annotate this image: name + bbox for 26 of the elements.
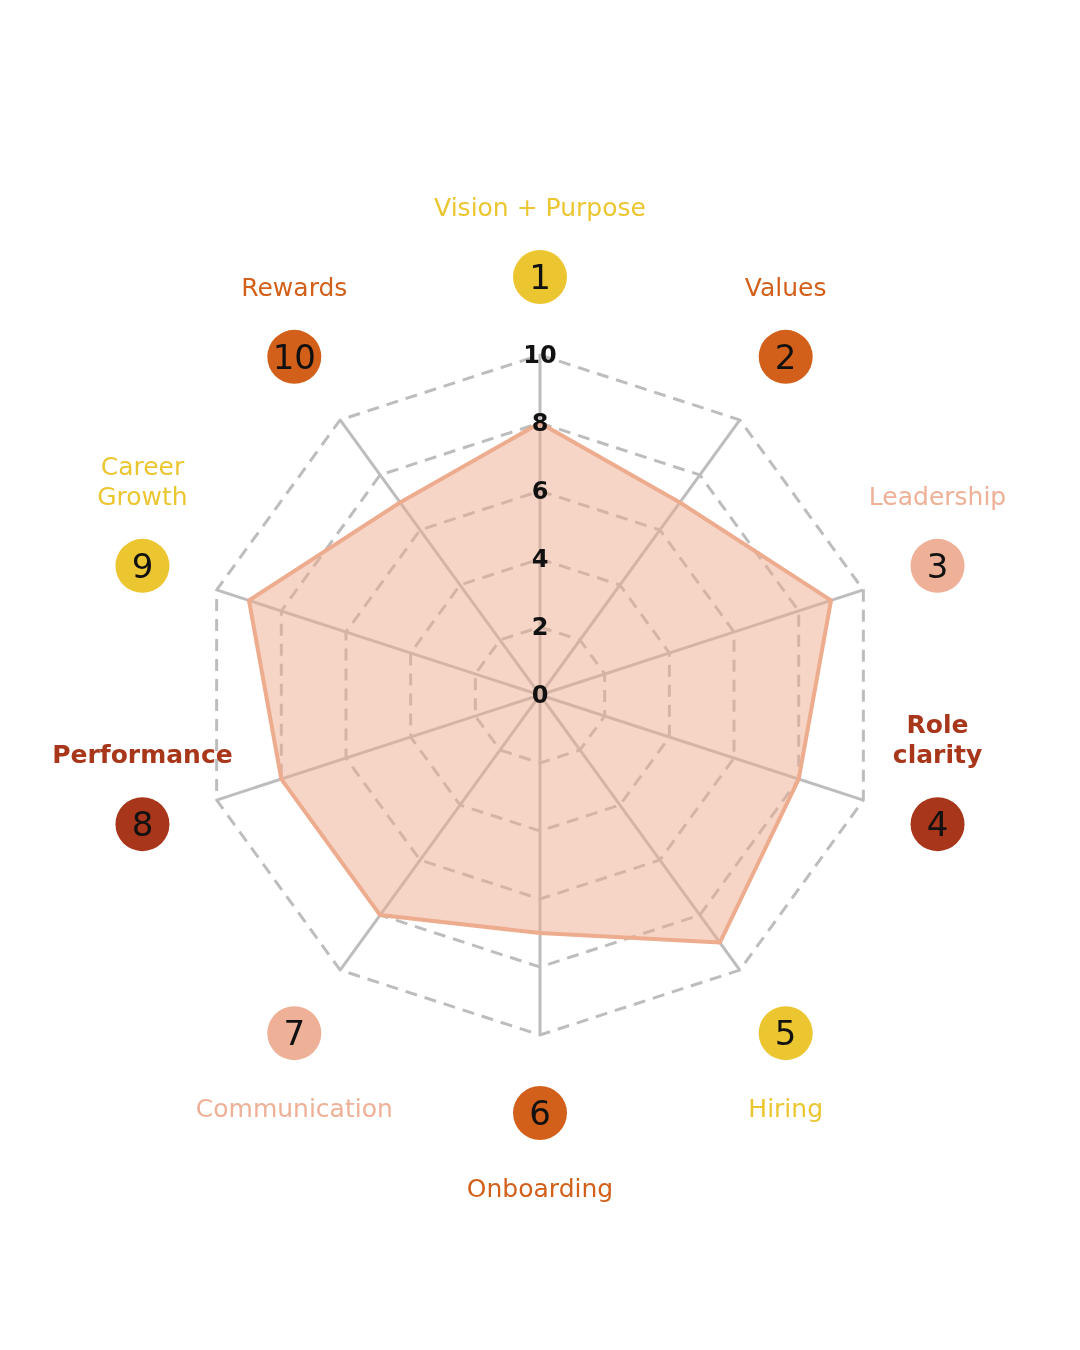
- number-badge: 2: [758, 329, 813, 384]
- number-badge: 5: [758, 1006, 813, 1061]
- spoke-label: Role clarity: [892, 709, 983, 769]
- spoke-label: Performance: [52, 739, 233, 769]
- number-badge: 6: [513, 1086, 567, 1140]
- spoke-label: Career Growth: [97, 451, 188, 511]
- spoke-label: Leadership: [868, 481, 1007, 511]
- spoke-label: Vision + Purpose: [434, 192, 646, 222]
- number-badge: 3: [910, 538, 965, 593]
- number-badge: 10: [267, 329, 322, 384]
- spoke-label: Communication: [195, 1093, 393, 1123]
- spoke-label: Hiring: [748, 1093, 824, 1123]
- y-tick-label: 8: [531, 409, 549, 437]
- y-tick-label: 6: [531, 477, 549, 505]
- number-badge: 7: [267, 1006, 322, 1061]
- spoke-label: Values: [744, 272, 827, 302]
- number-badge: 9: [115, 538, 170, 593]
- spoke-label: Rewards: [241, 272, 348, 302]
- number-badge: 8: [115, 797, 170, 852]
- y-tick-label: 2: [531, 613, 549, 641]
- number-badge: 1: [513, 250, 567, 304]
- number-badge: 4: [910, 797, 965, 852]
- spoke-label: Onboarding: [466, 1173, 614, 1203]
- y-tick-label: 0: [531, 681, 549, 709]
- y-tick-label: 10: [523, 341, 557, 369]
- y-tick-label: 4: [531, 545, 549, 573]
